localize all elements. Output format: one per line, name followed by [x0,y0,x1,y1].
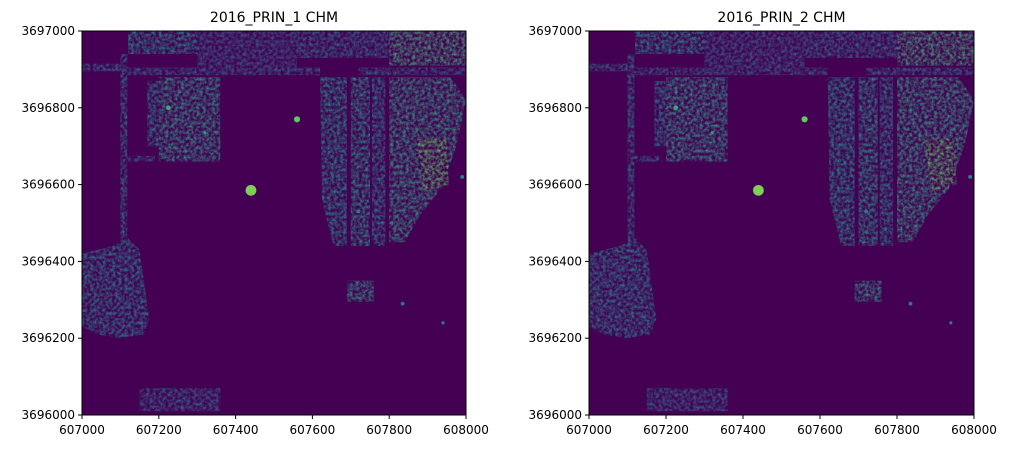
canopy-region [666,77,728,162]
canopy-region [371,77,386,247]
canopy-region [245,184,257,196]
canopy-region [804,31,897,58]
canopy-region [854,280,882,302]
canopy-region [858,77,878,247]
x-axis: 607000 607200 607400 607600 607800 60800… [59,415,489,437]
canopy-region [320,77,347,247]
canopy-region [147,80,159,147]
canopy-region [627,155,663,162]
x-tick-label: 607200 [136,423,182,437]
canopy-region [635,31,705,55]
canopy-region [908,301,913,306]
canopy-region [346,280,374,302]
y-axis: 3696000 3696200 3696400 3696600 3696800 … [22,24,82,422]
canopy-region [589,63,632,72]
canopy-region [704,31,805,68]
canopy-region [897,31,974,66]
plot-frame [81,30,467,416]
canopy-region [356,209,361,214]
canopy-region [460,175,465,179]
canopy-region [646,388,728,412]
canopy-layer [589,31,974,412]
x-tick-label: 607400 [720,423,766,437]
x-tick-label: 607200 [643,423,689,437]
canopy-region [866,67,974,76]
chart-title: 2016_PRIN_2 CHM [717,10,845,26]
canopy-region [166,105,171,111]
canopy-region [350,77,370,247]
chm-panel-1: 2016_PRIN_1 CHM 607000 607200 607400 607… [22,10,489,437]
canopy-region [441,321,445,325]
chart-title: 2016_PRIN_1 CHM [210,10,338,26]
canopy-region [139,388,221,412]
canopy-layer [82,31,466,412]
y-tick-label: 3696200 [22,331,75,345]
canopy-region [589,238,657,339]
x-tick-label: 607600 [797,423,843,437]
canopy-region [128,31,198,55]
canopy-region [293,116,301,123]
y-tick-label: 3697000 [22,24,75,38]
canopy-region [654,80,666,147]
canopy-region [864,209,869,214]
y-tick-label: 3696600 [22,178,75,192]
canopy-region [82,238,150,339]
canopy-region [949,321,953,325]
x-axis: 607000 607200 607400 607600 607800 60800… [566,415,997,437]
canopy-region [400,301,405,306]
x-tick-label: 607800 [366,423,412,437]
x-tick-label: 607400 [213,423,259,437]
x-tick-label: 608000 [443,423,489,437]
y-tick-label: 3696400 [529,254,582,268]
x-tick-label: 607000 [59,423,105,437]
canopy-region [203,131,207,135]
y-tick-label: 3696000 [529,408,582,422]
canopy-region [358,67,466,76]
y-axis: 3696000 3696200 3696400 3696600 3696800 … [529,24,589,422]
x-tick-label: 607600 [289,423,335,437]
canopy-region [120,155,155,162]
canopy-region [753,184,764,196]
y-tick-label: 3696200 [529,331,582,345]
canopy-region [416,138,449,193]
canopy-region [627,54,635,319]
y-tick-label: 3697000 [529,24,582,38]
canopy-region [673,105,678,111]
canopy-region [879,77,894,247]
x-tick-label: 607000 [566,423,612,437]
y-tick-label: 3696800 [529,101,582,115]
canopy-region [389,31,466,66]
chm-panel-2: 2016_PRIN_2 CHM 607000 607200 607400 607… [529,10,997,437]
canopy-region [923,138,957,193]
canopy-region [710,131,714,135]
canopy-region [631,67,828,76]
plot-frame [588,30,975,416]
x-tick-label: 608000 [951,423,997,437]
canopy-region [197,31,298,68]
y-tick-label: 3696800 [22,101,75,115]
canopy-region [82,63,125,72]
x-tick-label: 607800 [874,423,920,437]
canopy-region [968,174,973,179]
canopy-region [158,77,221,162]
canopy-region [120,54,128,319]
canopy-region [801,116,808,123]
y-tick-label: 3696600 [529,178,582,192]
y-tick-label: 3696400 [22,254,75,268]
canopy-region [124,67,321,76]
canopy-region [827,77,855,247]
y-tick-label: 3696000 [22,408,75,422]
canopy-region [297,31,390,58]
